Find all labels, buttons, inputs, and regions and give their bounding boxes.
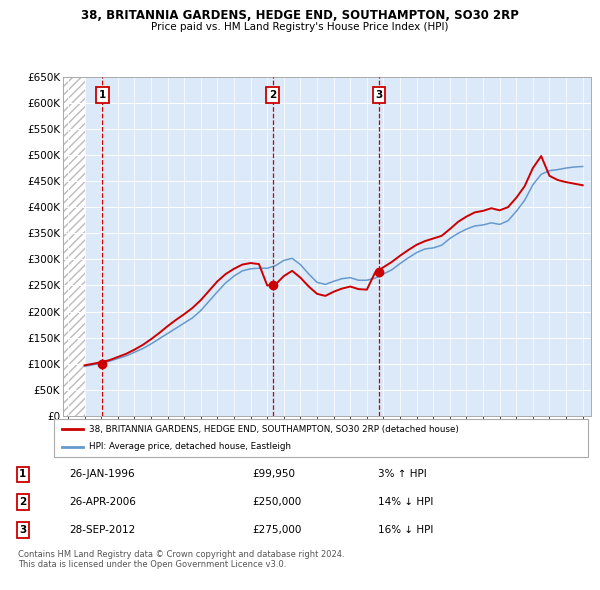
Text: 3: 3 — [19, 525, 26, 535]
Text: £99,950: £99,950 — [252, 469, 295, 479]
Text: 1: 1 — [19, 469, 26, 479]
Text: 26-APR-2006: 26-APR-2006 — [69, 497, 136, 507]
Text: 38, BRITANNIA GARDENS, HEDGE END, SOUTHAMPTON, SO30 2RP (detached house): 38, BRITANNIA GARDENS, HEDGE END, SOUTHA… — [89, 425, 458, 434]
Text: 16% ↓ HPI: 16% ↓ HPI — [378, 525, 433, 535]
Text: 14% ↓ HPI: 14% ↓ HPI — [378, 497, 433, 507]
Text: 28-SEP-2012: 28-SEP-2012 — [69, 525, 135, 535]
Text: £275,000: £275,000 — [252, 525, 301, 535]
Text: 38, BRITANNIA GARDENS, HEDGE END, SOUTHAMPTON, SO30 2RP: 38, BRITANNIA GARDENS, HEDGE END, SOUTHA… — [81, 9, 519, 22]
Text: Price paid vs. HM Land Registry's House Price Index (HPI): Price paid vs. HM Land Registry's House … — [151, 22, 449, 32]
Text: £250,000: £250,000 — [252, 497, 301, 507]
Bar — [63, 77, 85, 416]
Text: 3: 3 — [376, 90, 383, 100]
Text: HPI: Average price, detached house, Eastleigh: HPI: Average price, detached house, East… — [89, 442, 291, 451]
Text: 2: 2 — [269, 90, 276, 100]
FancyBboxPatch shape — [54, 419, 588, 457]
Text: 3% ↑ HPI: 3% ↑ HPI — [378, 469, 427, 479]
Text: 26-JAN-1996: 26-JAN-1996 — [69, 469, 134, 479]
Text: Contains HM Land Registry data © Crown copyright and database right 2024.
This d: Contains HM Land Registry data © Crown c… — [18, 550, 344, 569]
Bar — [63, 77, 85, 416]
Text: 1: 1 — [99, 90, 106, 100]
Text: 2: 2 — [19, 497, 26, 507]
